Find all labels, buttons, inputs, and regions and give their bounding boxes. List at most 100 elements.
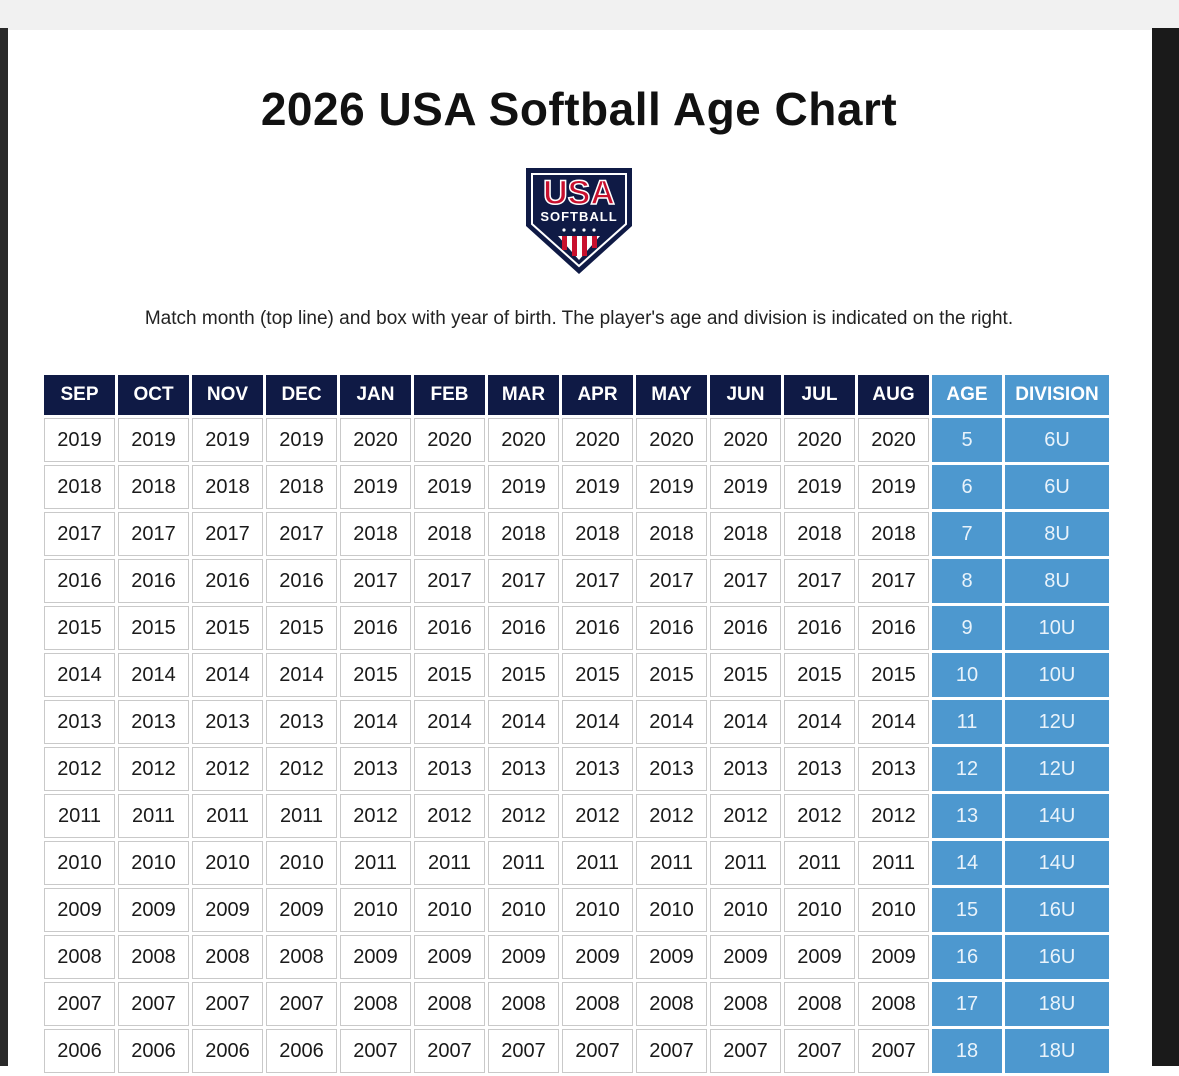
- birth-year-cell: 2016: [192, 559, 263, 603]
- birth-year-cell: 2017: [858, 559, 929, 603]
- division-cell: 10U: [1005, 606, 1109, 650]
- birth-year-cell: 2017: [414, 559, 485, 603]
- birth-year-cell: 2008: [562, 982, 633, 1026]
- birth-year-cell: 2016: [858, 606, 929, 650]
- birth-year-cell: 2007: [636, 1029, 707, 1073]
- table-row: 2011 2011 2011 2011 2012 2012 2012 2012 2012 2012…: [44, 794, 1109, 838]
- birth-year-cell: 2019: [340, 465, 411, 509]
- birth-year-cell: 2015: [562, 653, 633, 697]
- age-cell: 17: [932, 982, 1002, 1026]
- birth-year-cell: 2019: [44, 418, 115, 462]
- birth-year-cell: 2011: [44, 794, 115, 838]
- birth-year-cell: 2009: [118, 888, 189, 932]
- birth-year-cell: 2009: [266, 888, 337, 932]
- birth-year-cell: 2015: [710, 653, 781, 697]
- table-row: 2013 2013 2013 2013 2014 2014 2014 2014 2014 2014…: [44, 700, 1109, 744]
- birth-year-cell: 2007: [118, 982, 189, 1026]
- birth-year-cell: 2013: [118, 700, 189, 744]
- birth-year-cell: 2015: [636, 653, 707, 697]
- age-cell: 7: [932, 512, 1002, 556]
- birth-year-cell: 2015: [488, 653, 559, 697]
- birth-year-cell: 2009: [784, 935, 855, 979]
- age-cell: 8: [932, 559, 1002, 603]
- birth-year-cell: 2007: [414, 1029, 485, 1073]
- table-row: 2019 2019 2019 2019 2020 2020 2020 2020 2020 2020…: [44, 418, 1109, 462]
- birth-year-cell: 2016: [636, 606, 707, 650]
- table-row: 2009 2009 2009 2009 2010 2010 2010 2010 2010 2010…: [44, 888, 1109, 932]
- birth-year-cell: 2020: [414, 418, 485, 462]
- column-header-feb: FEB: [414, 375, 485, 415]
- birth-year-cell: 2020: [340, 418, 411, 462]
- table-row: 2015 2015 2015 2015 2016 2016 2016 2016 2016 2016…: [44, 606, 1109, 650]
- birth-year-cell: 2013: [710, 747, 781, 791]
- birth-year-cell: 2017: [266, 512, 337, 556]
- birth-year-cell: 2011: [562, 841, 633, 885]
- birth-year-cell: 2008: [192, 935, 263, 979]
- birth-year-cell: 2009: [340, 935, 411, 979]
- column-header-jul: JUL: [784, 375, 855, 415]
- birth-year-cell: 2008: [266, 935, 337, 979]
- birth-year-cell: 2018: [414, 512, 485, 556]
- logo-softball-text: SOFTBALL: [540, 209, 617, 224]
- birth-year-cell: 2017: [488, 559, 559, 603]
- birth-year-cell: 2017: [44, 512, 115, 556]
- birth-year-cell: 2019: [562, 465, 633, 509]
- birth-year-cell: 2015: [266, 606, 337, 650]
- division-cell: 14U: [1005, 841, 1109, 885]
- birth-year-cell: 2007: [340, 1029, 411, 1073]
- birth-year-cell: 2012: [636, 794, 707, 838]
- division-cell: 12U: [1005, 700, 1109, 744]
- table-row: 2006 2006 2006 2006 2007 2007 2007 2007 2007 2007…: [44, 1029, 1109, 1073]
- birth-year-cell: 2007: [710, 1029, 781, 1073]
- age-chart-table: SEP OCT NOV DEC JAN FEB MAR APR MAY JUN JUL AUG AGE D…: [41, 372, 1112, 1076]
- birth-year-cell: 2014: [266, 653, 337, 697]
- birth-year-cell: 2008: [784, 982, 855, 1026]
- birth-year-cell: 2009: [44, 888, 115, 932]
- birth-year-cell: 2014: [636, 700, 707, 744]
- birth-year-cell: 2010: [710, 888, 781, 932]
- birth-year-cell: 2008: [636, 982, 707, 1026]
- birth-year-cell: 2020: [636, 418, 707, 462]
- birth-year-cell: 2015: [44, 606, 115, 650]
- birth-year-cell: 2011: [858, 841, 929, 885]
- column-header-apr: APR: [562, 375, 633, 415]
- birth-year-cell: 2015: [340, 653, 411, 697]
- birth-year-cell: 2018: [710, 512, 781, 556]
- division-cell: 18U: [1005, 1029, 1109, 1073]
- birth-year-cell: 2011: [118, 794, 189, 838]
- division-cell: 10U: [1005, 653, 1109, 697]
- birth-year-cell: 2013: [488, 747, 559, 791]
- age-cell: 18: [932, 1029, 1002, 1073]
- birth-year-cell: 2018: [636, 512, 707, 556]
- birth-year-cell: 2010: [414, 888, 485, 932]
- birth-year-cell: 2009: [710, 935, 781, 979]
- birth-year-cell: 2012: [488, 794, 559, 838]
- birth-year-cell: 2014: [784, 700, 855, 744]
- birth-year-cell: 2010: [340, 888, 411, 932]
- birth-year-cell: 2009: [414, 935, 485, 979]
- column-header-oct: OCT: [118, 375, 189, 415]
- birth-year-cell: 2011: [340, 841, 411, 885]
- birth-year-cell: 2013: [562, 747, 633, 791]
- birth-year-cell: 2017: [340, 559, 411, 603]
- birth-year-cell: 2013: [636, 747, 707, 791]
- birth-year-cell: 2010: [858, 888, 929, 932]
- birth-year-cell: 2008: [118, 935, 189, 979]
- column-header-aug: AUG: [858, 375, 929, 415]
- birth-year-cell: 2012: [192, 747, 263, 791]
- birth-year-cell: 2014: [340, 700, 411, 744]
- birth-year-cell: 2009: [192, 888, 263, 932]
- birth-year-cell: 2018: [340, 512, 411, 556]
- birth-year-cell: 2018: [44, 465, 115, 509]
- birth-year-cell: 2020: [562, 418, 633, 462]
- birth-year-cell: 2007: [784, 1029, 855, 1073]
- birth-year-cell: 2019: [488, 465, 559, 509]
- column-header-dec: DEC: [266, 375, 337, 415]
- birth-year-cell: 2016: [784, 606, 855, 650]
- age-cell: 14: [932, 841, 1002, 885]
- birth-year-cell: 2019: [192, 418, 263, 462]
- column-header-may: MAY: [636, 375, 707, 415]
- birth-year-cell: 2012: [44, 747, 115, 791]
- birth-year-cell: 2010: [192, 841, 263, 885]
- birth-year-cell: 2019: [266, 418, 337, 462]
